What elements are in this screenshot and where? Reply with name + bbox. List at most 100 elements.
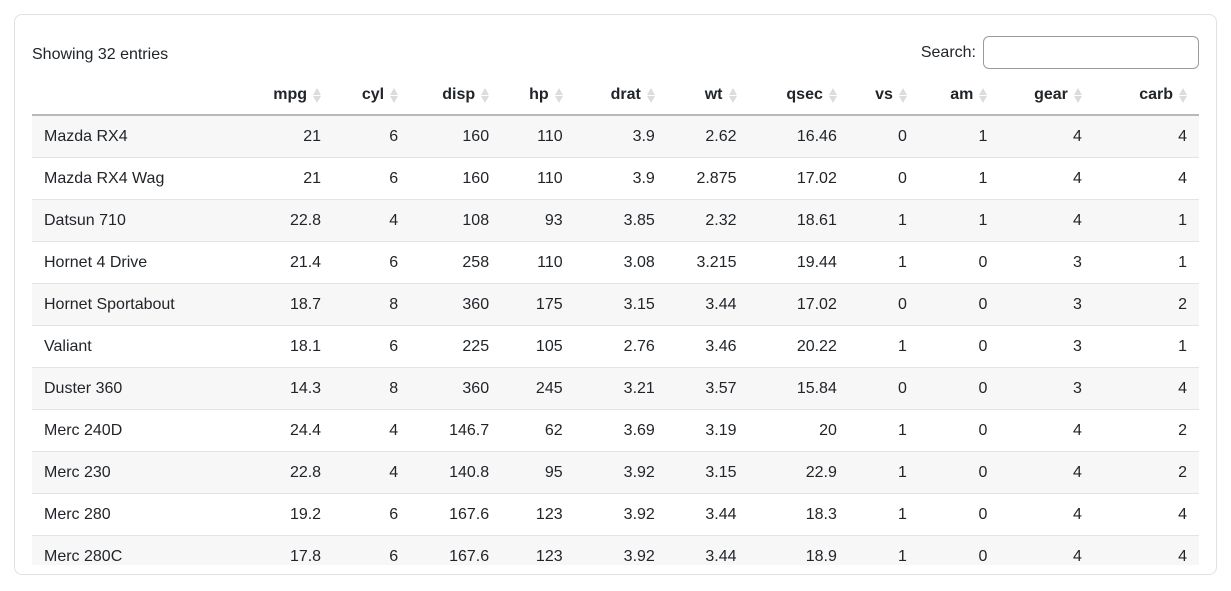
cell-disp: 360 xyxy=(410,283,502,326)
cell-qsec: 18.9 xyxy=(748,535,849,565)
table-row: Merc 240D 24.4 4 146.7 62 3.69 3.19 20 1 0 4 2 xyxy=(32,409,1199,452)
table-row: Datsun 710 22.8 4 108 93 3.85 2.32 18.61 1 1 4 1 xyxy=(32,199,1199,242)
column-label: carb xyxy=(1139,86,1173,103)
cell-wt: 2.62 xyxy=(705,128,737,145)
cell-qsec: 19.44 xyxy=(748,241,849,284)
cars-data-table: mpg cyl disp hp drat wt qsec vs am gear carb Mazda… xyxy=(32,77,1199,565)
cell-wt: 3.57 xyxy=(666,367,749,410)
cell-carb: 4 xyxy=(1178,128,1187,145)
cell-drat: 3.21 xyxy=(574,367,667,410)
cell-qsec: 20 xyxy=(748,409,849,452)
cell-am: 0 xyxy=(918,451,1000,494)
cell-am: 0 xyxy=(918,367,1000,410)
cell-carb: 4 xyxy=(1093,367,1199,410)
cell-wt: 3.44 xyxy=(666,493,749,536)
cell-mpg: 22.8 xyxy=(236,451,334,494)
cell-vs: 1 xyxy=(848,241,919,284)
cell-gear: 3 xyxy=(999,367,1094,410)
data-table-card: Showing 32 entries Search: mpg cyl disp hp d… xyxy=(14,14,1217,575)
cell-model-name: Hornet Sportabout xyxy=(32,283,237,326)
cell-gear: 4 xyxy=(999,409,1094,452)
cell-drat: 3.08 xyxy=(574,241,667,284)
cell-cyl: 6 xyxy=(333,535,411,565)
cell-hp: 175 xyxy=(501,283,575,326)
cell-model-name: Merc 240D xyxy=(32,409,237,452)
sort-icon xyxy=(979,87,988,103)
column-header-qsec[interactable]: qsec xyxy=(748,77,849,116)
cell-vs: 1 xyxy=(848,325,919,368)
column-label: gear xyxy=(1034,86,1068,103)
cell-carb: 4 xyxy=(1093,493,1199,536)
cell-cyl: 6 xyxy=(333,157,411,200)
column-header-content: gear xyxy=(1034,86,1082,104)
cell-disp: 167.6 xyxy=(410,535,502,565)
cell-qsec: 16.46 xyxy=(796,128,837,145)
sort-icon xyxy=(646,87,655,103)
cell-drat: 3.15 xyxy=(574,283,667,326)
cell-gear: 3 xyxy=(999,325,1094,368)
sort-icon xyxy=(481,87,490,103)
cell-wt: 3.44 xyxy=(666,535,749,565)
sort-icon xyxy=(828,87,837,103)
cell-qsec: 17.02 xyxy=(748,283,849,326)
cell-drat: 3.9 xyxy=(574,157,667,200)
cell-hp: 62 xyxy=(501,409,575,452)
sort-icon xyxy=(313,87,322,103)
cell-drat: 2.76 xyxy=(574,325,667,368)
table-row: Mazda RX4 21 6 160 110 3.9 2.62 16.46 0 1 4 4 xyxy=(32,115,1199,158)
column-header-content: drat xyxy=(611,86,655,104)
search-control: Search: xyxy=(921,36,1199,69)
cell-model-name: Merc 280C xyxy=(32,535,237,565)
cell-mpg: 18.7 xyxy=(236,283,334,326)
column-header-drat[interactable]: drat xyxy=(574,77,667,116)
cell-hp: 95 xyxy=(501,451,575,494)
column-header-content: hp xyxy=(529,86,563,104)
search-input[interactable] xyxy=(983,36,1199,69)
cell-mpg: 21 xyxy=(236,157,334,200)
search-label: Search: xyxy=(920,43,976,61)
column-header-hp[interactable]: hp xyxy=(501,77,575,116)
cell-vs: 1 xyxy=(848,535,919,565)
sort-icon xyxy=(1179,87,1187,103)
column-header-disp[interactable]: disp xyxy=(410,77,502,116)
cell-wt: 2.32 xyxy=(666,199,749,242)
cell-am: 0 xyxy=(918,535,1000,565)
table-row: Merc 280C 17.8 6 167.6 123 3.92 3.44 18.9 1 0 4 4 xyxy=(32,535,1199,565)
cell-wt: 3.44 xyxy=(666,283,749,326)
cell-model-name: Datsun 710 xyxy=(32,199,237,242)
cell-wt: 3.15 xyxy=(666,451,749,494)
sort-icon xyxy=(898,87,907,103)
column-header-vs[interactable]: vs xyxy=(848,77,919,116)
table-row: Mazda RX4 Wag 21 6 160 110 3.9 2.875 17.02 0 1 4 4 xyxy=(32,157,1199,200)
cell-drat: 3.69 xyxy=(574,409,667,452)
column-header-am[interactable]: am xyxy=(918,77,1000,116)
column-header-mpg[interactable]: mpg xyxy=(236,77,334,116)
cell-mpg: 21 xyxy=(303,128,322,145)
cell-cyl: 4 xyxy=(333,451,411,494)
cell-model-name: Mazda RX4 Wag xyxy=(32,157,237,200)
cell-gear: 4 xyxy=(999,157,1094,200)
column-label: hp xyxy=(529,86,549,103)
cell-vs: 0 xyxy=(848,367,919,410)
column-header-carb[interactable]: carb xyxy=(1093,77,1199,116)
cell-vs: 0 xyxy=(848,283,919,326)
column-header-wt[interactable]: wt xyxy=(666,77,749,116)
cell-disp: 225 xyxy=(410,325,502,368)
cell-hp: 110 xyxy=(501,241,575,284)
cell-qsec: 18.3 xyxy=(748,493,849,536)
cell-wt: 3.215 xyxy=(666,241,749,284)
column-label: mpg xyxy=(273,86,308,103)
cell-model-name: Merc 280 xyxy=(32,493,237,536)
cell-disp: 160 xyxy=(410,157,502,200)
cell-cyl: 8 xyxy=(333,283,411,326)
cell-drat: 3.9 xyxy=(632,128,655,145)
column-header-gear[interactable]: gear xyxy=(999,77,1094,116)
cell-disp: 360 xyxy=(410,367,502,410)
cell-vs: 0 xyxy=(848,157,919,200)
cell-disp: 160 xyxy=(462,128,490,145)
cell-qsec: 17.02 xyxy=(748,157,849,200)
cell-hp: 110 xyxy=(537,128,563,145)
column-header-content: qsec xyxy=(786,86,837,104)
column-label: qsec xyxy=(786,86,823,103)
column-header-cyl[interactable]: cyl xyxy=(333,77,411,116)
